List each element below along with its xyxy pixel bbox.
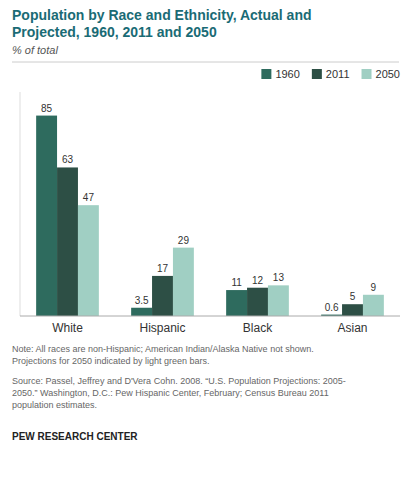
y-axis [20, 92, 21, 316]
bar [247, 288, 268, 316]
bar [57, 167, 78, 316]
chart: Population by Race and Ethnicity, Actual… [0, 0, 411, 480]
x-tick-label: Black [243, 321, 273, 335]
bar [268, 285, 289, 316]
title: Population by Race and Ethnicity, Actual… [12, 7, 311, 40]
legend-label: 2011 [326, 68, 350, 80]
annotation-line: Source: Passel, Jeffrey and D'Vera Cohn.… [12, 376, 346, 386]
bar [36, 116, 57, 316]
x-tick-label: Asian [337, 321, 367, 335]
legend-swatch [312, 69, 322, 79]
data-label: 47 [83, 192, 95, 203]
data-label: 85 [41, 103, 53, 114]
bar [152, 276, 173, 316]
bar [173, 248, 194, 316]
annotation: Note: All races are non-Hispanic; Americ… [12, 344, 314, 366]
bar [131, 308, 152, 316]
x-tick-label: Hispanic [139, 321, 185, 335]
bar [226, 290, 247, 316]
annotation-line: Note: All races are non-Hispanic; Americ… [12, 344, 314, 354]
legend-label: 2050 [376, 68, 400, 80]
annotation: PEW RESEARCH CENTER [12, 431, 138, 442]
x-tick-label: White [52, 321, 83, 335]
bar [342, 304, 363, 316]
y-label: % of total [12, 44, 58, 56]
bar [363, 295, 384, 316]
annotation: Source: Passel, Jeffrey and D'Vera Cohn.… [12, 376, 346, 410]
data-label: 63 [62, 154, 74, 165]
data-label: 17 [157, 263, 169, 274]
data-label: 13 [273, 272, 285, 283]
legend-swatch [362, 69, 372, 79]
annotation-line: population estimates. [12, 400, 97, 410]
legend-swatch [261, 69, 271, 79]
data-label: 9 [371, 282, 377, 293]
data-label: 12 [252, 275, 264, 286]
bars [36, 116, 384, 316]
annotation-line: Projections for 2050 indicated by light … [12, 356, 210, 366]
separator [12, 62, 399, 63]
data-label: 3.5 [135, 295, 149, 306]
annotation-line: PEW RESEARCH CENTER [12, 431, 138, 442]
title-line: Population by Race and Ethnicity, Actual… [12, 7, 311, 23]
title-line: Projected, 1960, 2011 and 2050 [12, 24, 217, 40]
data-label: 29 [178, 235, 190, 246]
legend: 1960 2011 2050 [261, 68, 400, 80]
bar [78, 205, 99, 316]
legend-label: 1960 [275, 68, 299, 80]
data-label: 0.6 [325, 302, 339, 313]
x-axis [20, 316, 400, 317]
annotation-line: 2050.” Washington, D.C.: Pew Hispanic Ce… [12, 388, 329, 398]
data-label: 11 [231, 277, 242, 288]
data-labels: 85 3.5 11 0.6 63 17 12 5 47 29 13 9 [41, 103, 377, 313]
data-label: 5 [350, 291, 356, 302]
